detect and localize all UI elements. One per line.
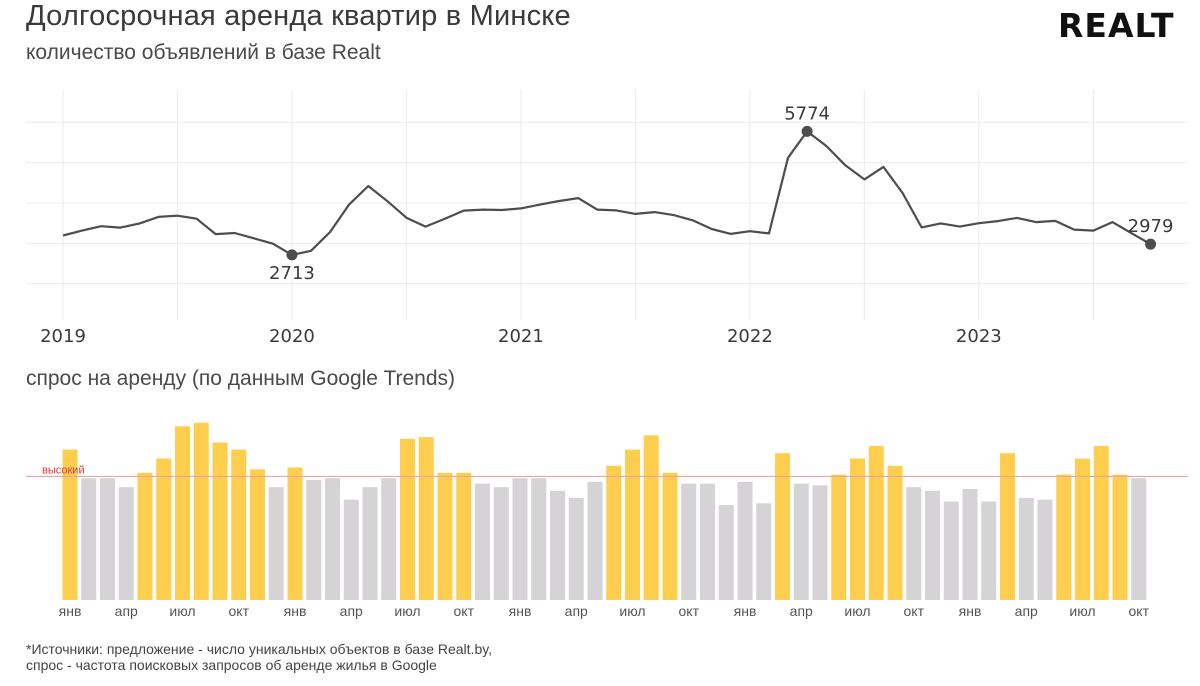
demand-bar xyxy=(643,435,659,600)
month-tick-label: окт xyxy=(229,603,250,619)
demand-bar xyxy=(943,501,959,600)
demand-bar xyxy=(1075,458,1090,600)
month-tick-label: янв xyxy=(509,603,532,619)
demand-bar xyxy=(737,481,753,600)
demand-bar xyxy=(1037,499,1053,600)
demand-section-title: спрос на аренду (по данным Google Trends… xyxy=(26,367,456,390)
demand-bar xyxy=(775,453,790,600)
month-tick-label: янв xyxy=(734,603,757,619)
demand-bar xyxy=(287,467,303,600)
demand-bar xyxy=(137,472,153,600)
month-tick-label: июл xyxy=(1069,603,1095,619)
demand-bar xyxy=(325,478,340,600)
annotation-label: 2713 xyxy=(269,263,315,284)
demand-bar xyxy=(118,487,134,600)
month-tick-label: апр xyxy=(790,603,813,619)
demand-bar xyxy=(887,465,903,600)
demand-bar xyxy=(475,483,490,600)
month-tick-label: окт xyxy=(1129,603,1150,619)
demand-bar xyxy=(268,487,284,600)
annotation-label: 2979 xyxy=(1128,216,1174,237)
demand-bar xyxy=(550,490,565,600)
footnote-line-2: спрос - частота поисковых запросов об ар… xyxy=(26,657,437,673)
demand-bar xyxy=(343,499,359,600)
demand-bar xyxy=(1056,474,1072,600)
demand-bar xyxy=(1131,478,1147,600)
demand-bar xyxy=(812,485,828,600)
demand-bar xyxy=(906,487,922,600)
demand-bar xyxy=(81,478,97,600)
demand-bar xyxy=(850,458,865,600)
demand-bar xyxy=(62,449,78,600)
demand-bar xyxy=(568,497,584,600)
month-tick-label: июл xyxy=(394,603,420,619)
demand-bar xyxy=(362,487,378,600)
month-tick-label: апр xyxy=(1015,603,1038,619)
demand-bar xyxy=(193,422,209,600)
demand-bar xyxy=(493,487,509,600)
demand-bar xyxy=(831,474,847,600)
demand-bar xyxy=(100,478,115,600)
demand-bar xyxy=(981,501,997,600)
demand-bar xyxy=(1018,497,1034,600)
demand-bar xyxy=(250,469,265,600)
month-tick-label: июл xyxy=(619,603,645,619)
year-tick-label: 2023 xyxy=(956,326,1002,347)
year-tick-label: 2020 xyxy=(269,326,315,347)
demand-bar xyxy=(381,478,397,600)
year-tick-label: 2022 xyxy=(727,326,773,347)
threshold-label: высокий xyxy=(42,464,85,476)
demand-bar xyxy=(662,472,678,600)
year-tick-label: 2019 xyxy=(40,326,86,347)
month-tick-label: янв xyxy=(959,603,982,619)
demand-bar xyxy=(156,458,172,600)
demand-bar xyxy=(231,449,247,600)
demand-bar xyxy=(868,446,884,600)
demand-bar xyxy=(681,483,697,600)
demand-bar xyxy=(456,472,472,600)
month-tick-label: июл xyxy=(844,603,870,619)
month-tick-label: окт xyxy=(904,603,925,619)
demand-bar xyxy=(400,438,415,600)
demand-bar xyxy=(175,426,190,600)
annotation-point xyxy=(801,125,813,137)
chart-title: Долгосрочная аренда квартир в Минске xyxy=(26,0,571,32)
demand-bar xyxy=(1093,446,1109,600)
annotation-point xyxy=(1145,238,1157,250)
demand-bar xyxy=(718,505,734,600)
demand-bar xyxy=(1000,453,1015,600)
chart-subtitle: количество объявлений в базе Realt xyxy=(26,41,381,64)
month-tick-label: окт xyxy=(454,603,475,619)
month-tick-label: июл xyxy=(169,603,195,619)
month-tick-label: апр xyxy=(340,603,363,619)
month-tick-label: окт xyxy=(679,603,700,619)
demand-bar xyxy=(437,472,453,600)
month-tick-label: янв xyxy=(284,603,307,619)
demand-bar xyxy=(212,442,228,600)
footnote-line-1: *Источники: предложение - число уникальн… xyxy=(26,641,493,657)
year-tick-label: 2021 xyxy=(498,326,544,347)
annotation-label: 5774 xyxy=(784,103,830,124)
month-tick-label: апр xyxy=(115,603,138,619)
demand-bar xyxy=(756,503,772,600)
month-tick-label: апр xyxy=(565,603,588,619)
demand-bar xyxy=(606,465,622,600)
demand-bar xyxy=(793,483,809,600)
demand-bar xyxy=(925,490,940,600)
demand-bar xyxy=(587,481,603,600)
demand-bar xyxy=(625,449,640,600)
demand-bar xyxy=(418,437,434,600)
annotation-point xyxy=(286,249,298,261)
demand-bar xyxy=(306,480,322,600)
demand-bar xyxy=(700,483,715,600)
demand-bar xyxy=(1112,474,1128,600)
demand-bar xyxy=(962,488,978,600)
demand-bar xyxy=(512,478,528,600)
realt-logo: REALT xyxy=(1058,6,1175,45)
month-tick-label: янв xyxy=(59,603,82,619)
listings-series-line xyxy=(62,130,1152,256)
demand-bar xyxy=(531,478,547,600)
